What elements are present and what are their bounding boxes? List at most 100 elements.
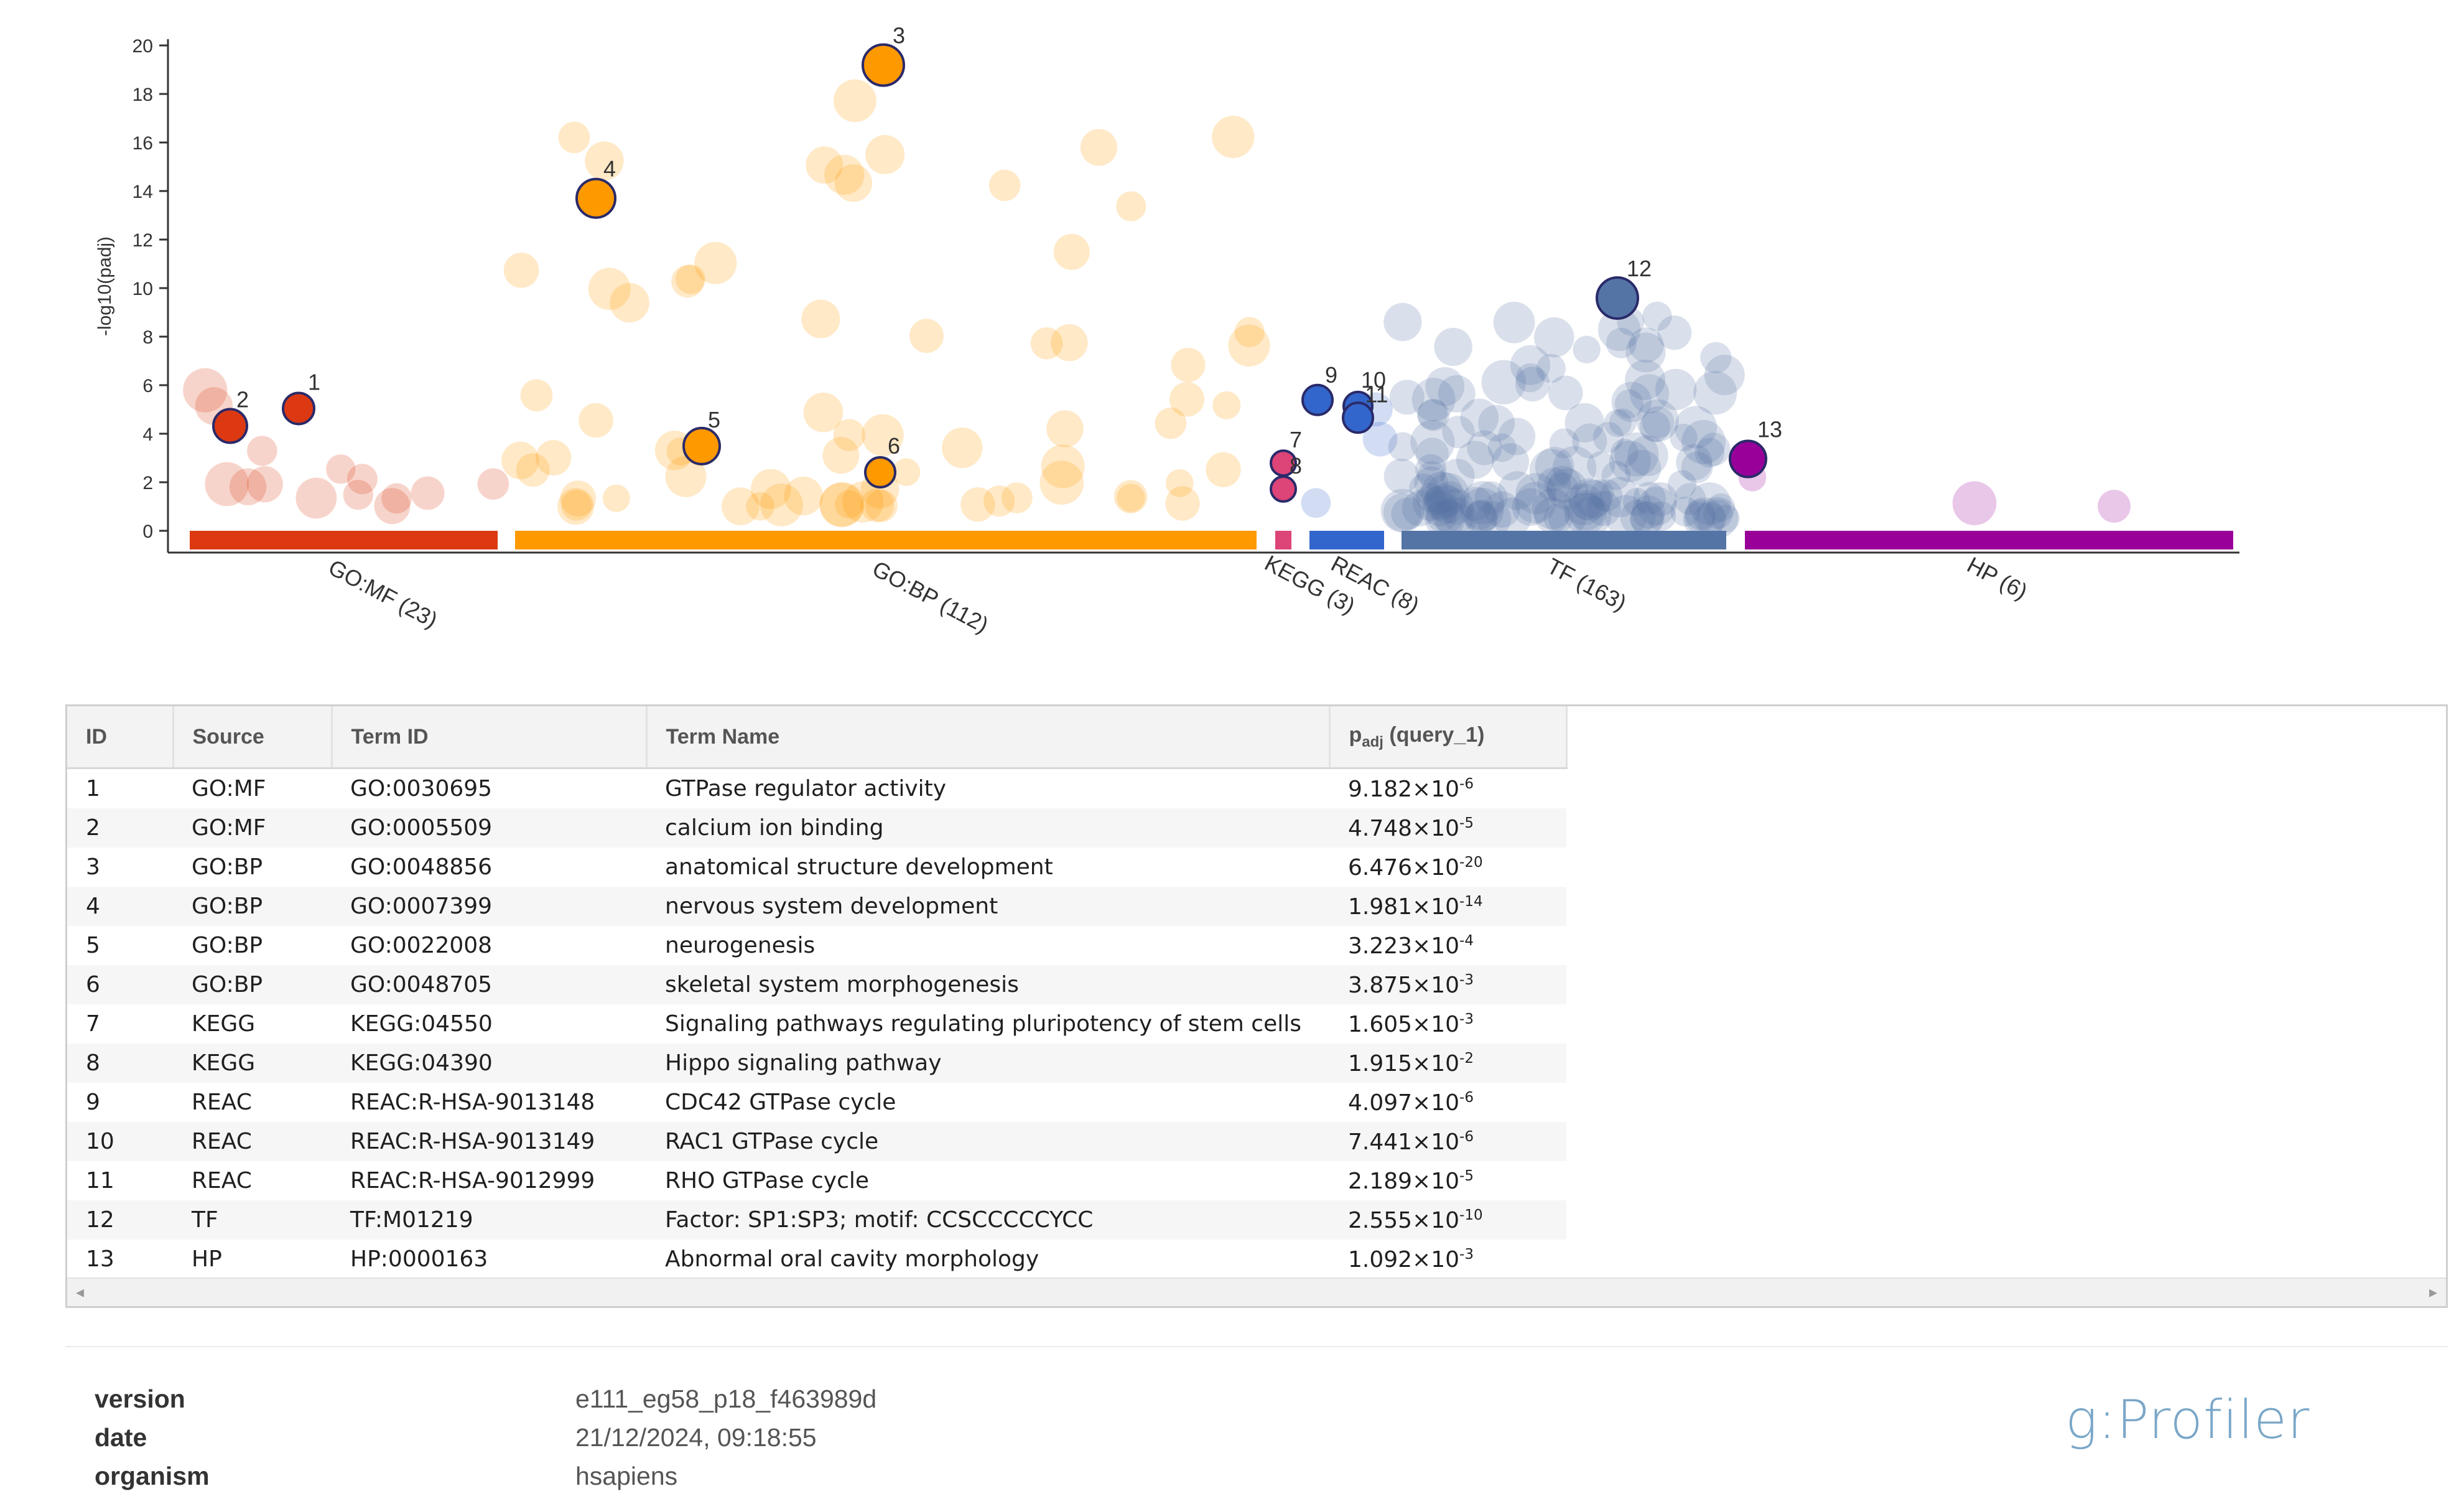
y-tick-label: 10 [132, 279, 153, 299]
term-dot [1546, 472, 1579, 504]
term-dot [834, 164, 873, 202]
cell-term-name: anatomical structure development [665, 854, 1053, 880]
cell-id: 11 [86, 1168, 114, 1193]
padj-query: (query_1) [1383, 722, 1485, 747]
term-dot [1413, 486, 1448, 521]
highlighted-point[interactable] [1301, 383, 1334, 416]
col-term-name-header[interactable]: Term Name [646, 706, 1331, 769]
cell-source: GO:BP [192, 933, 263, 958]
term-dot [1171, 347, 1206, 383]
table-row[interactable]: 1 GO:MF GO:0030695 GTPase regulator activit… [67, 768, 1566, 809]
table-row[interactable]: 3 GO:BP GO:0048856 anatomical structure dev… [67, 848, 1566, 887]
term-dot [1614, 390, 1644, 419]
term-dot [1674, 406, 1718, 449]
table-row[interactable]: 6 GO:BP GO:0048705 skeletal system morphoge… [67, 965, 1566, 1004]
term-dot [1586, 451, 1616, 480]
table-row[interactable]: 7 KEGG KEGG:04550 Signaling pathways regula… [67, 1004, 1566, 1044]
cell-id: 1 [86, 776, 100, 801]
padj-mantissa: 6.476×10 [1348, 854, 1460, 880]
term-dot [1592, 422, 1624, 453]
scroll-right-icon[interactable]: ▸ [2429, 1282, 2437, 1301]
highlighted-point[interactable] [864, 456, 896, 489]
padj-exponent: -3 [1459, 971, 1474, 988]
organism-label: organism [95, 1462, 210, 1490]
cell-term-id: REAC:R-HSA-9013148 [350, 1090, 595, 1115]
table-row[interactable]: 12 TF TF:M01219 Factor: SP1:SP3; motif: CCS… [67, 1200, 1566, 1240]
term-dot [1417, 460, 1446, 489]
table-row[interactable]: 2 GO:MF GO:0005509 calcium ion binding 4.748… [67, 808, 1566, 848]
highlighted-point[interactable] [212, 408, 248, 444]
highlighted-point[interactable] [1729, 439, 1767, 479]
term-dot [588, 268, 631, 311]
term-dot [1512, 488, 1550, 526]
highlighted-point[interactable] [575, 177, 616, 219]
table-row[interactable]: 13 HP HP:0000163 Abnormal oral cavity morph… [67, 1240, 1566, 1279]
highlighted-point[interactable] [1596, 276, 1639, 320]
term-dot [579, 403, 613, 438]
term-dot [671, 264, 704, 298]
term-dot [1438, 375, 1476, 413]
cell-term-name: calcium ion binding [646, 808, 1329, 848]
term-dot [610, 283, 649, 323]
col-id-header[interactable]: ID [67, 706, 174, 769]
cell-padj: 7.441×10-6 [1329, 1122, 1566, 1161]
term-dot [1700, 342, 1732, 373]
scroll-left-icon[interactable]: ◂ [76, 1282, 85, 1301]
term-dot [860, 488, 895, 523]
horizontal-scrollbar[interactable]: ◂ ▸ [67, 1277, 2446, 1306]
point-label: 5 [708, 407, 720, 432]
term-dot [676, 264, 705, 294]
term-dot [1693, 502, 1727, 535]
padj-exponent: -3 [1459, 1246, 1474, 1263]
table-row[interactable]: 10 REAC REAC:R-HSA-9013149 RAC1 GTPase cycl… [67, 1122, 1566, 1161]
padj-exponent: -5 [1459, 815, 1474, 831]
term-dot [1425, 367, 1465, 406]
highlighted-point[interactable] [682, 426, 721, 465]
col-source-header[interactable]: Source [173, 706, 333, 769]
table-row[interactable]: 5 GO:BP GO:0022008 neurogenesis 3.223×10-4 [67, 926, 1566, 965]
term-dot [1568, 478, 1611, 521]
padj-exponent: -20 [1459, 854, 1483, 871]
padj-sub: adj [1362, 733, 1383, 750]
term-dot [1574, 479, 1612, 518]
term-dot [801, 299, 840, 339]
term-dot [960, 487, 995, 522]
point-label: 1 [308, 369, 320, 395]
table-row[interactable]: 8 KEGG KEGG:04390 Hippo signaling pathway 1.… [67, 1044, 1566, 1083]
col-term-id-header[interactable]: Term ID [332, 706, 648, 769]
term-dot [1039, 460, 1084, 505]
y-tick-label: 12 [132, 230, 153, 251]
term-dot [1497, 471, 1537, 510]
term-dot [1515, 473, 1557, 515]
term-dot [1301, 488, 1331, 518]
term-dot [1627, 435, 1668, 477]
highlighted-point[interactable] [1342, 401, 1374, 434]
cell-term-name: Abnormal oral cavity morphology [665, 1246, 1039, 1272]
term-dot [295, 477, 337, 519]
term-dot [1625, 332, 1666, 373]
term-dot [602, 484, 630, 512]
term-dot [1212, 115, 1255, 159]
table-row[interactable]: 9 REAC REAC:R-HSA-9013148 CDC42 GTPase cycl… [67, 1083, 1566, 1122]
cell-source: TF [173, 1200, 332, 1240]
term-dot [1642, 406, 1675, 439]
table-row[interactable]: 11 REAC REAC:R-HSA-9012999 RHO GTPase cycle… [67, 1161, 1566, 1200]
term-dot [942, 427, 983, 469]
term-dot [1510, 345, 1551, 385]
term-dot [503, 252, 539, 288]
highlighted-point[interactable] [1270, 475, 1297, 503]
term-dot [1563, 483, 1605, 526]
highlighted-point[interactable] [862, 43, 905, 87]
cell-source: GO:BP [173, 887, 332, 926]
col-padj-header[interactable]: padj (query_1) [1329, 706, 1568, 769]
term-dot [1423, 485, 1458, 521]
term-dot [1080, 129, 1118, 166]
term-dot [229, 468, 267, 506]
term-dot [1444, 503, 1474, 533]
table-row[interactable]: 4 GO:BP GO:0007399 nervous system developme… [67, 887, 1566, 926]
padj-exponent: -4 [1459, 932, 1474, 949]
term-dot [1117, 483, 1145, 512]
highlighted-point[interactable] [282, 391, 315, 426]
term-dot [1695, 437, 1725, 468]
